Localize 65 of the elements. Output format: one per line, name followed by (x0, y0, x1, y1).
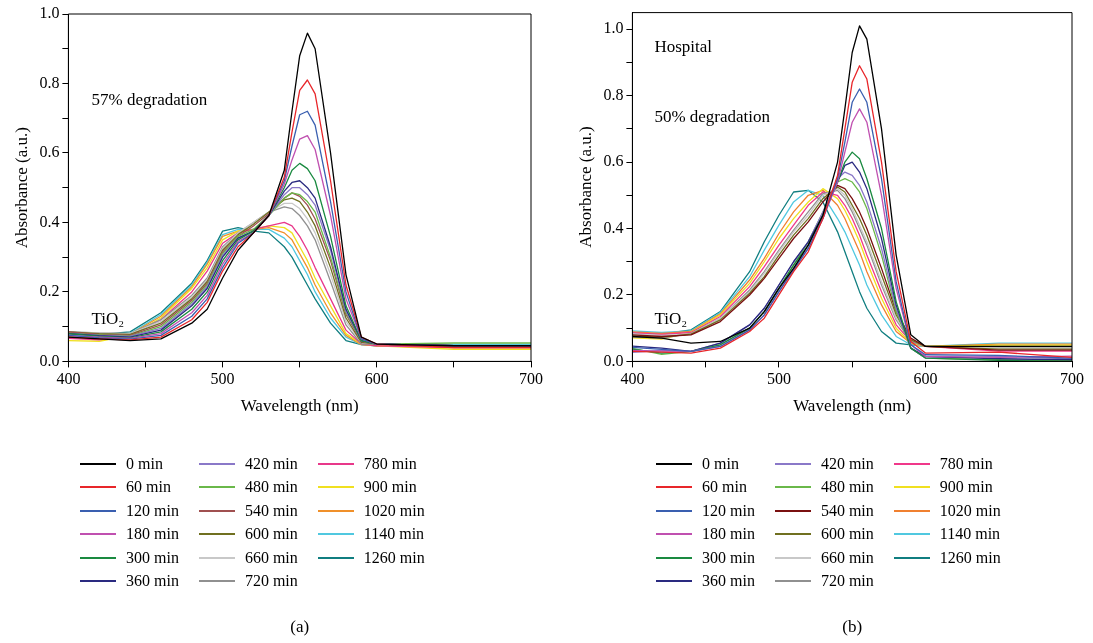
y-tick-label: 0.2 (39, 282, 60, 300)
legend-label: 540 min (820, 501, 874, 520)
legend-label: 1140 min (363, 525, 425, 544)
y-tick-label: 1.0 (39, 4, 60, 22)
legend-label: 720 min (244, 572, 298, 591)
x-tick-label: 400 (56, 370, 81, 388)
legend-label: 540 min (244, 501, 298, 520)
legend-label: 900 min (939, 478, 993, 497)
legend-label: 600 min (244, 525, 298, 544)
text: (b) (842, 617, 863, 637)
legend-label: 60 min (702, 478, 747, 497)
legend-label: 60 min (126, 478, 171, 497)
x-axis-title: Wavelength (nm) (793, 396, 912, 416)
annotation: 50% degradation (654, 106, 771, 126)
x-tick-label: 400 (620, 370, 645, 388)
y-tick-label: 0.0 (39, 351, 60, 369)
legend-label: 360 min (702, 572, 755, 591)
legend-label: 660 min (820, 548, 874, 567)
legend-label: 720 min (820, 572, 874, 591)
y-tick-label: 1.0 (603, 19, 624, 37)
legend-label: 300 min (702, 548, 755, 567)
y-tick-label: 0.0 (603, 351, 624, 369)
legend-label: 480 min (820, 478, 874, 497)
legend-label: 0 min (126, 454, 163, 473)
y-axis-title: Absorbance (a.u.) (575, 126, 595, 248)
y-tick-label: 0.2 (603, 285, 624, 303)
legend-label: 1020 min (363, 501, 425, 520)
legend-label: 1140 min (939, 525, 1001, 544)
legend-label: 420 min (820, 454, 874, 473)
legend-label: 480 min (244, 478, 298, 497)
y-axis-title: Absorbance (a.u.) (11, 127, 31, 249)
annotation: Hospital (654, 36, 713, 56)
legend-label: 180 min (702, 525, 755, 544)
legend-label: 300 min (126, 548, 179, 567)
y-tick-label: 0.6 (39, 143, 60, 161)
y-tick-label: 0.8 (39, 73, 60, 91)
legend-label: 780 min (363, 454, 417, 473)
annotation: 57% degradation (91, 90, 208, 110)
x-tick-label: 500 (210, 370, 235, 388)
x-tick-label: 700 (1060, 370, 1084, 388)
legend-label: 900 min (363, 478, 417, 497)
x-tick-label: 500 (766, 370, 791, 388)
x-axis-title: Wavelength (nm) (240, 396, 359, 416)
x-tick-label: 700 (519, 370, 543, 388)
legend-label: 180 min (126, 525, 179, 544)
x-tick-label: 600 (913, 370, 938, 388)
y-tick-label: 0.8 (603, 85, 624, 103)
legend-label: 780 min (939, 454, 993, 473)
legend-label: 600 min (820, 525, 874, 544)
legend-label: 120 min (126, 501, 179, 520)
y-tick-label: 0.4 (603, 218, 624, 236)
legend-label: 0 min (702, 454, 739, 473)
legend-label: 660 min (244, 548, 298, 567)
annotation: TiO₂ (91, 309, 125, 329)
text: (a) (290, 617, 310, 637)
x-tick-label: 600 (364, 370, 389, 388)
legend-label: 1260 min (363, 548, 425, 567)
legend-label: 120 min (702, 501, 755, 520)
y-tick-label: 0.4 (39, 212, 60, 230)
legend-label: 1260 min (939, 548, 1001, 567)
y-tick-label: 0.6 (603, 152, 624, 170)
annotation: TiO₂ (654, 309, 688, 329)
legend-label: 1020 min (939, 501, 1001, 520)
legend-label: 360 min (126, 572, 179, 591)
legend-label: 420 min (244, 454, 298, 473)
